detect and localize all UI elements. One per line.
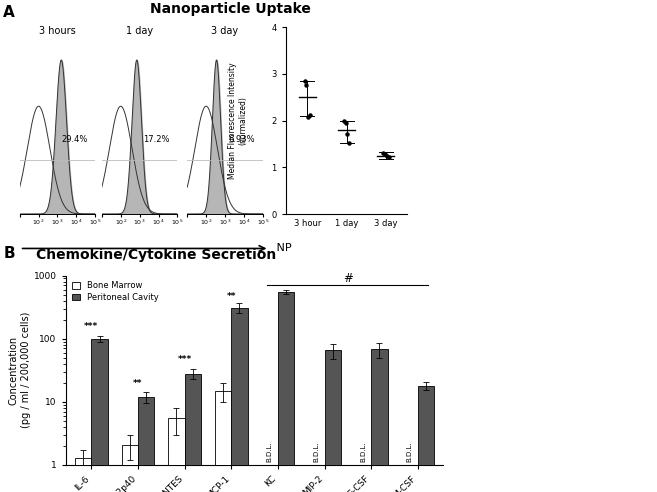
- Bar: [231, 308, 248, 492]
- Text: 29.4%: 29.4%: [61, 135, 87, 144]
- Legend: Bone Marrow, Peritoneal Cavity: Bone Marrow, Peritoneal Cavity: [70, 279, 160, 304]
- Bar: [91, 338, 108, 492]
- Bar: [138, 397, 154, 492]
- Text: **: **: [133, 379, 143, 388]
- Bar: [418, 386, 434, 492]
- Bar: [168, 418, 185, 492]
- Y-axis label: Median Fluorescence Intensity
(normalized): Median Fluorescence Intensity (normalize…: [227, 62, 247, 179]
- Text: B.D.L.: B.D.L.: [360, 442, 366, 462]
- Text: B.D.L.: B.D.L.: [313, 442, 319, 462]
- Text: Nanoparticle Uptake: Nanoparticle Uptake: [150, 2, 310, 16]
- Title: 3 hours: 3 hours: [39, 26, 76, 36]
- Text: B: B: [3, 246, 15, 261]
- Text: Chemokine/Cytokine Secretion: Chemokine/Cytokine Secretion: [36, 248, 277, 262]
- Title: 3 day: 3 day: [212, 26, 238, 36]
- Bar: [278, 292, 294, 492]
- Text: 17.2%: 17.2%: [143, 135, 170, 144]
- Text: **: **: [227, 292, 236, 301]
- Text: B.D.L.: B.D.L.: [267, 442, 273, 462]
- Y-axis label: Concentration
(pg / ml / 200,000 cells): Concentration (pg / ml / 200,000 cells): [9, 312, 31, 429]
- Text: #: #: [343, 273, 353, 285]
- Text: B.D.L.: B.D.L.: [407, 442, 413, 462]
- Text: NP: NP: [273, 244, 291, 253]
- Text: 6.93%: 6.93%: [229, 135, 256, 144]
- Bar: [185, 373, 201, 492]
- Text: ***: ***: [84, 322, 99, 332]
- Bar: [371, 349, 388, 492]
- Text: ***: ***: [177, 355, 192, 365]
- Text: A: A: [3, 5, 15, 20]
- Bar: [122, 445, 138, 492]
- Bar: [325, 350, 341, 492]
- Bar: [75, 458, 91, 492]
- Title: 1 day: 1 day: [126, 26, 153, 36]
- Bar: [215, 391, 231, 492]
